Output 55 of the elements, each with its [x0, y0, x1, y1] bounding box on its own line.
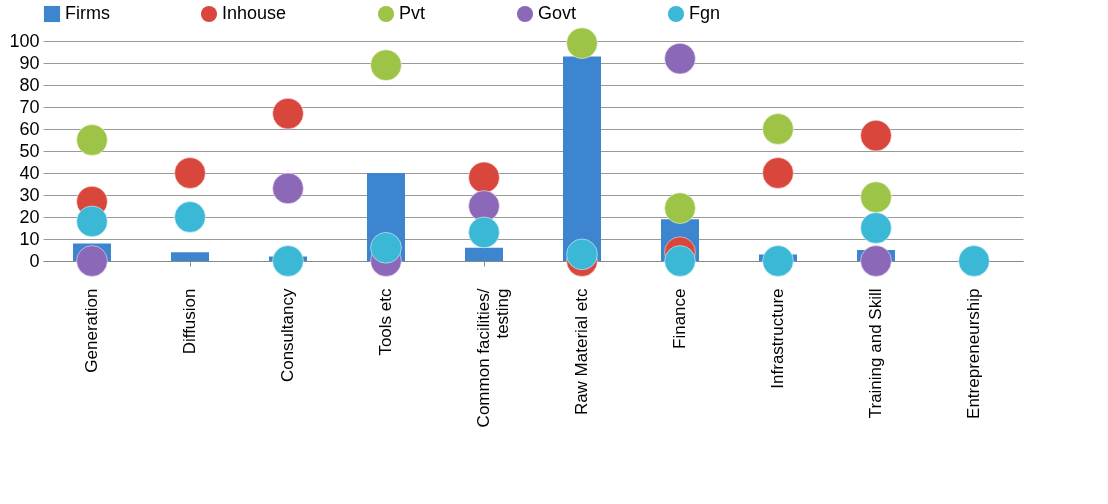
- x-tick-label: Entrepreneurship: [964, 288, 983, 419]
- point: [174, 201, 206, 233]
- point: [762, 245, 794, 277]
- point: [370, 232, 402, 264]
- bar: [563, 56, 601, 261]
- x-tick-label: Tools etc: [376, 288, 395, 356]
- point: [860, 119, 892, 152]
- y-tick-label: 90: [19, 52, 40, 73]
- point: [370, 49, 402, 81]
- y-tick-label: 40: [19, 162, 40, 183]
- point: [76, 205, 108, 238]
- x-tick-label: Consultancy: [278, 288, 297, 383]
- x-tick-label: Infrastructure: [768, 288, 787, 389]
- point: [860, 181, 892, 213]
- bar: [171, 252, 209, 261]
- legend-label: Firms: [65, 3, 110, 23]
- point: [468, 190, 500, 222]
- point: [272, 172, 304, 205]
- point: [664, 245, 696, 277]
- point: [272, 97, 304, 130]
- point: [762, 157, 794, 189]
- legend-label: Govt: [538, 3, 577, 23]
- y-tick-label: 10: [19, 228, 40, 249]
- y-tick-label: 50: [19, 140, 40, 161]
- x-tick-label: Common facilities/ testing: [474, 288, 512, 428]
- point: [860, 212, 892, 244]
- point: [566, 238, 598, 271]
- y-tick-label: 0: [29, 250, 40, 271]
- x-tick-label: Training and Skill: [866, 288, 885, 419]
- x-tick-label: Diffusion: [180, 288, 199, 355]
- point: [76, 124, 108, 156]
- y-tick-label: 70: [19, 96, 40, 117]
- y-tick-label: 20: [19, 206, 40, 227]
- y-tick-label: 80: [19, 74, 40, 95]
- point: [468, 161, 500, 194]
- point: [468, 216, 500, 249]
- y-tick-label: 100: [9, 30, 40, 51]
- point: [272, 245, 304, 277]
- legend-label: Fgn: [689, 3, 721, 23]
- legend-label: Pvt: [399, 3, 426, 23]
- point: [664, 192, 696, 224]
- point: [174, 157, 206, 189]
- x-tick-label: Generation: [82, 288, 101, 373]
- point: [860, 245, 892, 277]
- x-tick-label: Raw Material etc: [572, 288, 591, 416]
- point: [566, 27, 598, 59]
- bar: [465, 247, 503, 261]
- y-tick-label: 30: [19, 184, 40, 205]
- x-tick-label: Finance: [670, 288, 689, 349]
- point: [762, 113, 794, 145]
- point: [76, 245, 108, 277]
- point: [958, 245, 990, 277]
- legend-label: Inhouse: [222, 3, 287, 23]
- point: [664, 42, 696, 75]
- y-tick-label: 60: [19, 118, 40, 139]
